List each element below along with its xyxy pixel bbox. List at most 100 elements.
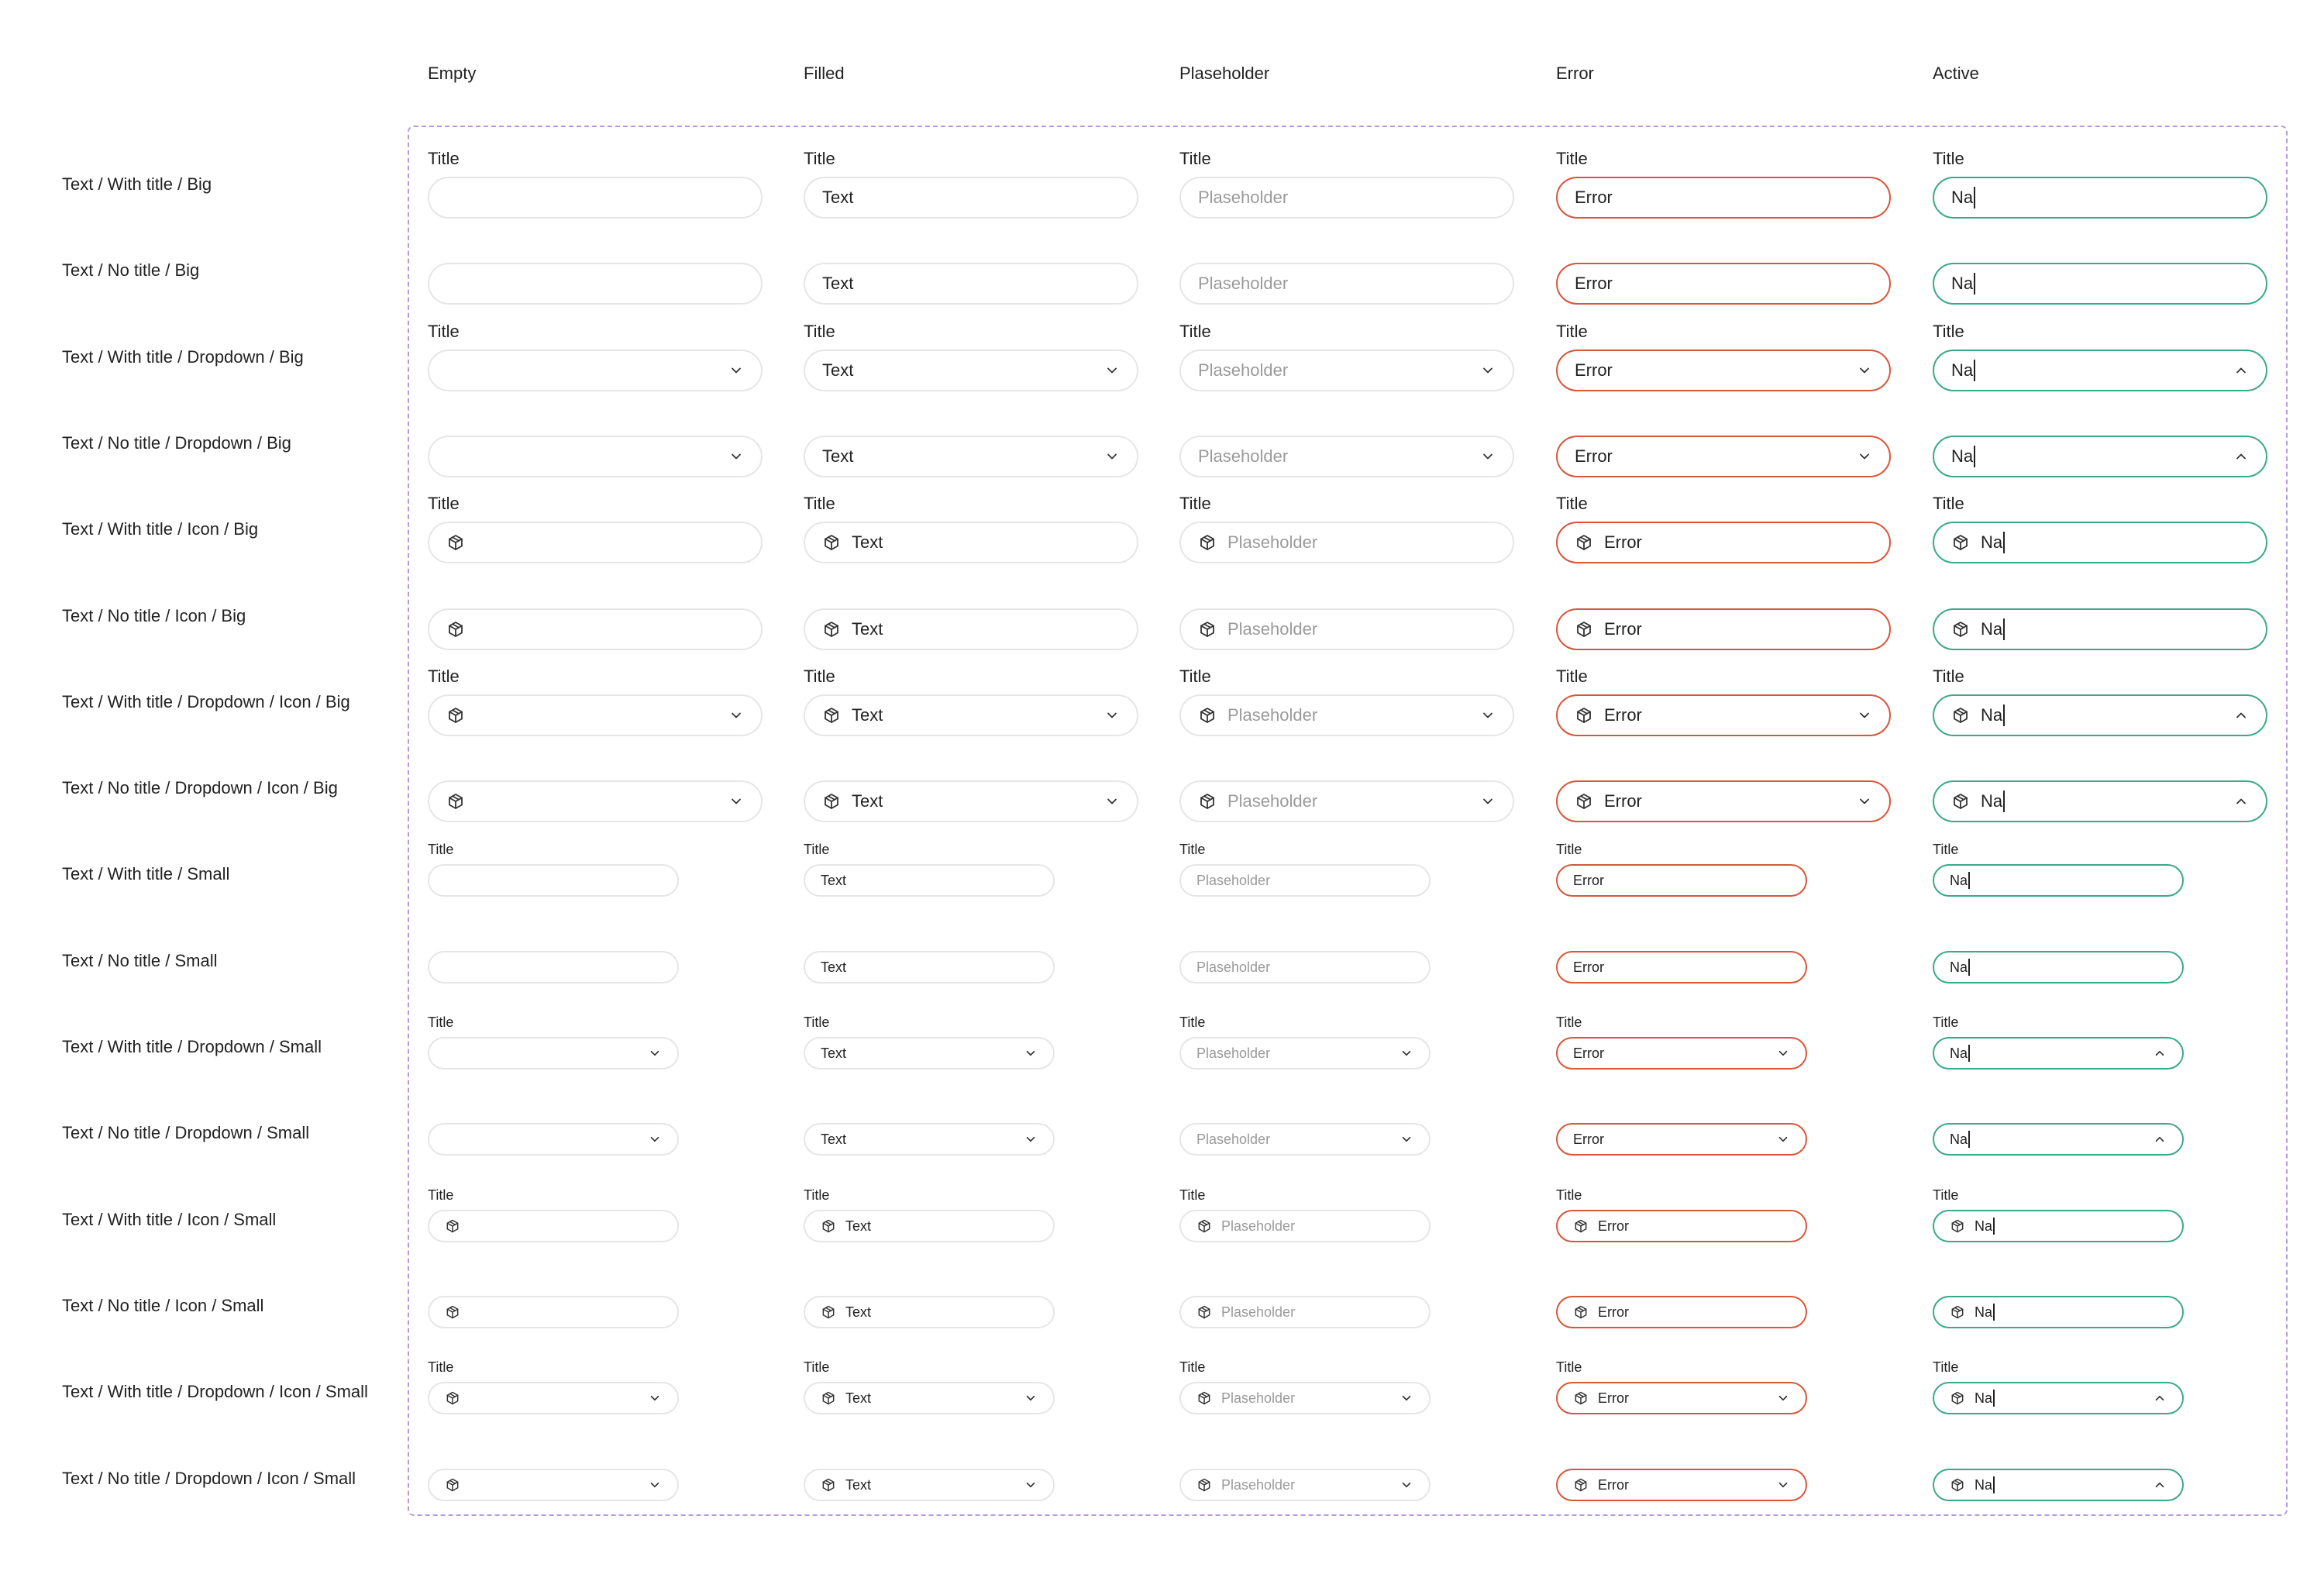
chevron-down-icon[interactable] [1480,794,1496,809]
dropdown-field[interactable]: Plaseholder [1179,1469,1431,1501]
chevron-down-icon[interactable] [1400,1046,1413,1060]
text-field[interactable]: Error [1556,1210,1807,1242]
chevron-down-icon[interactable] [1400,1132,1413,1146]
chevron-down-icon[interactable] [1024,1046,1038,1060]
text-field[interactable]: Text [804,864,1055,897]
dropdown-field[interactable]: Error [1556,1037,1807,1070]
dropdown-field[interactable]: Text [804,436,1138,477]
text-field[interactable] [428,608,763,650]
text-field[interactable]: Na [1933,608,2267,650]
chevron-down-icon[interactable] [1024,1132,1038,1146]
dropdown-field[interactable]: Text [804,780,1138,822]
text-field[interactable]: Text [804,1296,1055,1328]
dropdown-field[interactable]: Error [1556,694,1891,736]
dropdown-field[interactable]: Text [804,694,1138,736]
text-field[interactable]: Error [1556,1296,1807,1328]
text-field[interactable] [428,864,679,897]
chevron-down-icon[interactable] [1024,1478,1038,1492]
chevron-down-icon[interactable] [728,708,744,723]
dropdown-field[interactable]: Text [804,350,1138,391]
chevron-down-icon[interactable] [728,449,744,464]
dropdown-field[interactable]: Error [1556,780,1891,822]
chevron-down-icon[interactable] [1104,708,1120,723]
dropdown-field[interactable]: Na [1933,436,2267,477]
chevron-up-icon[interactable] [2153,1132,2167,1146]
dropdown-field[interactable]: Na [1933,1469,2184,1501]
dropdown-field[interactable]: Error [1556,1382,1807,1414]
dropdown-field[interactable] [428,1469,679,1501]
text-field[interactable]: Plaseholder [1179,608,1514,650]
chevron-up-icon[interactable] [2233,708,2249,723]
chevron-up-icon[interactable] [2153,1391,2167,1405]
text-field[interactable]: Plaseholder [1179,951,1431,983]
chevron-up-icon[interactable] [2233,794,2249,809]
text-field[interactable]: Na [1933,864,2184,897]
dropdown-field[interactable]: Plaseholder [1179,436,1514,477]
text-field[interactable]: Plaseholder [1179,864,1431,897]
chevron-down-icon[interactable] [648,1478,662,1492]
chevron-down-icon[interactable] [1024,1391,1038,1405]
text-field[interactable]: Error [1556,522,1891,563]
text-field[interactable]: Plaseholder [1179,522,1514,563]
chevron-down-icon[interactable] [1776,1046,1790,1060]
chevron-down-icon[interactable] [1400,1478,1413,1492]
dropdown-field[interactable]: Plaseholder [1179,350,1514,391]
chevron-down-icon[interactable] [648,1132,662,1146]
dropdown-field[interactable]: Plaseholder [1179,1037,1431,1070]
text-field[interactable]: Error [1556,864,1807,897]
chevron-down-icon[interactable] [1104,794,1120,809]
dropdown-field[interactable] [428,1123,679,1156]
dropdown-field[interactable] [428,436,763,477]
chevron-down-icon[interactable] [1480,363,1496,378]
text-field[interactable]: Na [1933,263,2267,305]
text-field[interactable]: Text [804,1210,1055,1242]
text-field[interactable]: Text [804,608,1138,650]
chevron-up-icon[interactable] [2153,1478,2167,1492]
text-field[interactable]: Plaseholder [1179,1210,1431,1242]
dropdown-field[interactable]: Plaseholder [1179,1123,1431,1156]
dropdown-field[interactable]: Na [1933,350,2267,391]
dropdown-field[interactable]: Plaseholder [1179,694,1514,736]
text-field[interactable] [428,522,763,563]
text-field[interactable] [428,263,763,305]
text-field[interactable]: Na [1933,177,2267,219]
dropdown-field[interactable]: Error [1556,1123,1807,1156]
chevron-down-icon[interactable] [1104,363,1120,378]
text-field[interactable] [428,177,763,219]
chevron-down-icon[interactable] [1480,708,1496,723]
dropdown-field[interactable]: Na [1933,1037,2184,1070]
dropdown-field[interactable]: Text [804,1469,1055,1501]
text-field[interactable]: Plaseholder [1179,263,1514,305]
text-field[interactable]: Na [1933,1296,2184,1328]
dropdown-field[interactable]: Text [804,1037,1055,1070]
dropdown-field[interactable] [428,694,763,736]
chevron-down-icon[interactable] [1857,363,1872,378]
text-field[interactable]: Text [804,263,1138,305]
text-field[interactable]: Text [804,951,1055,983]
chevron-down-icon[interactable] [648,1391,662,1405]
text-field[interactable]: Na [1933,1210,2184,1242]
chevron-up-icon[interactable] [2233,363,2249,378]
dropdown-field[interactable] [428,1037,679,1070]
chevron-down-icon[interactable] [1104,449,1120,464]
dropdown-field[interactable]: Plaseholder [1179,780,1514,822]
dropdown-field[interactable] [428,350,763,391]
chevron-down-icon[interactable] [1400,1391,1413,1405]
dropdown-field[interactable]: Na [1933,1382,2184,1414]
chevron-down-icon[interactable] [728,363,744,378]
text-field[interactable]: Text [804,177,1138,219]
chevron-up-icon[interactable] [2153,1046,2167,1060]
chevron-down-icon[interactable] [1776,1132,1790,1146]
dropdown-field[interactable]: Error [1556,350,1891,391]
text-field[interactable] [428,1296,679,1328]
text-field[interactable]: Plaseholder [1179,1296,1431,1328]
text-field[interactable]: Plaseholder [1179,177,1514,219]
dropdown-field[interactable]: Plaseholder [1179,1382,1431,1414]
dropdown-field[interactable]: Na [1933,780,2267,822]
chevron-down-icon[interactable] [1776,1478,1790,1492]
dropdown-field[interactable]: Error [1556,436,1891,477]
chevron-down-icon[interactable] [648,1046,662,1060]
chevron-down-icon[interactable] [1857,794,1872,809]
text-field[interactable] [428,1210,679,1242]
text-field[interactable]: Text [804,522,1138,563]
